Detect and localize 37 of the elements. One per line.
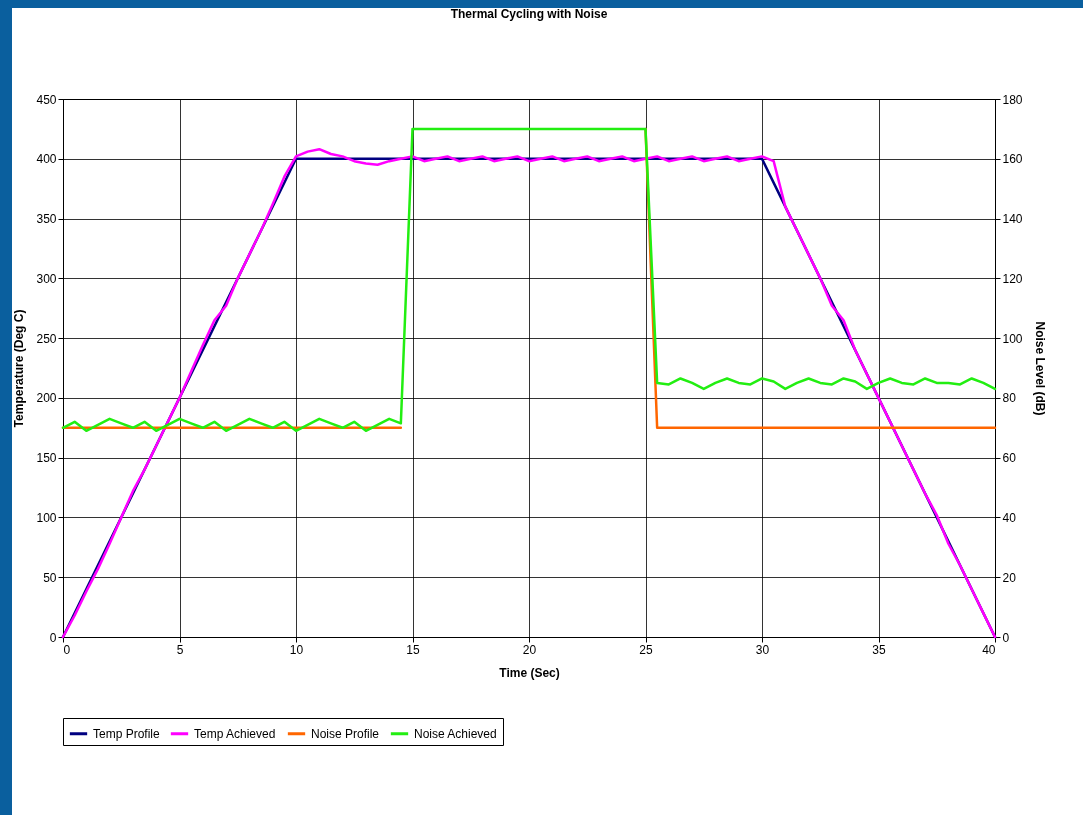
y-tick-label: 400 [36, 152, 57, 167]
x-axis-title: Time (Sec) [499, 665, 560, 680]
x-tick-label: 30 [755, 642, 770, 657]
legend-label: Temp Profile [93, 726, 161, 741]
y-tick-label: 200 [36, 391, 57, 406]
y2-tick-label: 40 [1002, 510, 1017, 525]
x-tick-label: 15 [406, 642, 420, 657]
y-tick-label: 350 [36, 212, 57, 227]
y-tick-label: 150 [36, 451, 57, 466]
x-tick-label: 5 [176, 642, 184, 657]
x-tick-label: 40 [982, 642, 996, 657]
y2-tick-label: 160 [1002, 152, 1023, 167]
y-tick-label: 300 [36, 271, 57, 286]
y2-tick-label: 80 [1002, 391, 1017, 406]
y-tick-label: 250 [36, 331, 57, 346]
x-tick-label: 0 [63, 642, 71, 657]
x-tick-label: 20 [522, 642, 537, 657]
y2-tick-label: 20 [1002, 570, 1017, 585]
x-tick-label: 35 [872, 642, 886, 657]
x-tick-label: 25 [639, 642, 653, 657]
y2-tick-label: 100 [1002, 331, 1023, 346]
y2-tick-label: 140 [1002, 212, 1023, 227]
y-tick-label: 450 [36, 92, 57, 107]
y2-tick-label: 0 [1002, 630, 1010, 645]
y2-axis-title: Noise Level (dB) [1032, 321, 1047, 416]
chart-title: Thermal Cycling with Noise [450, 7, 608, 21]
y-tick-label: 50 [43, 570, 57, 585]
y2-tick-label: 180 [1002, 92, 1023, 107]
y-tick-label: 0 [49, 630, 57, 645]
y2-tick-label: 120 [1002, 271, 1023, 286]
y2-tick-label: 60 [1002, 451, 1017, 466]
y-tick-label: 100 [36, 510, 57, 525]
x-tick-label: 10 [289, 642, 304, 657]
y-axis-title: Temperature (Deg C) [12, 309, 27, 428]
legend-label: Temp Achieved [194, 726, 276, 741]
legend-label: Noise Achieved [414, 726, 497, 741]
legend-label: Noise Profile [311, 726, 380, 741]
